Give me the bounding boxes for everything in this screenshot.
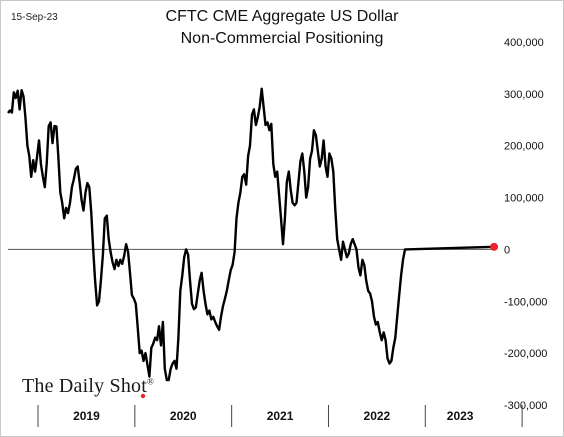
- x-tick-label: 2019: [73, 409, 100, 423]
- y-tick-label: 200,000: [504, 141, 544, 153]
- y-tick-label: 0: [504, 244, 510, 256]
- x-tick-label: 2023: [447, 409, 474, 423]
- y-tick-label: -300,000: [504, 400, 547, 412]
- x-tick-label: 2021: [267, 409, 294, 423]
- y-tick-label: -200,000: [504, 348, 547, 360]
- chart-title: CFTC CME Aggregate US Dollar: [165, 8, 399, 25]
- brand-name: The Daily Shot: [22, 375, 148, 397]
- chart-title-block: CFTC CME Aggregate US Dollar Non-Commerc…: [0, 6, 564, 50]
- brand-dot: [140, 393, 146, 399]
- y-tick-label: 100,000: [504, 193, 544, 205]
- date-label: 15-Sep-23: [11, 12, 58, 23]
- last-point-marker: [490, 242, 499, 251]
- brand-mark: ®: [147, 376, 155, 387]
- y-tick-label: 300,000: [504, 89, 544, 101]
- chart-subtitle: Non-Commercial Positioning: [180, 30, 384, 47]
- x-tick-label: 2022: [364, 409, 391, 423]
- brand-logo: The Daily Shot®: [22, 375, 154, 398]
- y-tick-label: 400,000: [504, 37, 544, 49]
- series-line: [7, 87, 495, 382]
- y-tick-label: -100,000: [504, 296, 547, 308]
- x-tick-label: 2020: [170, 409, 197, 423]
